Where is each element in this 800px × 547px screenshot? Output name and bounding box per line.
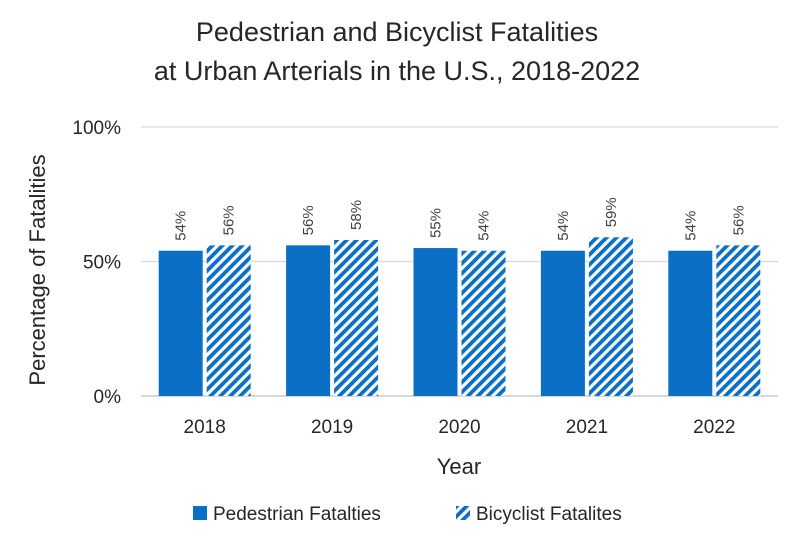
data-label: 59% bbox=[603, 197, 620, 227]
x-tick-label: 2021 bbox=[566, 417, 608, 438]
x-axis-title: Year bbox=[437, 454, 481, 479]
x-tick-label: 2018 bbox=[184, 417, 226, 438]
data-label: 55% bbox=[428, 208, 445, 238]
bars bbox=[158, 237, 761, 396]
data-label: 54% bbox=[476, 211, 493, 241]
bar-pedestrian bbox=[158, 250, 203, 396]
bar-pedestrian bbox=[286, 245, 331, 396]
legend: Pedestrian Fatalties Bicyclist Fatalites bbox=[193, 504, 622, 525]
legend-swatch-bicyclist bbox=[456, 506, 470, 520]
legend-swatch-pedestrian bbox=[193, 506, 207, 520]
legend-label-bicyclist: Bicyclist Fatalites bbox=[476, 504, 622, 525]
bar-bicyclist bbox=[716, 245, 761, 396]
data-label: 54% bbox=[555, 211, 572, 241]
y-axis-ticks: 0% 50% 100% bbox=[72, 118, 121, 408]
bar-bicyclist bbox=[588, 237, 633, 396]
data-label: 58% bbox=[348, 200, 365, 230]
legend-label-pedestrian: Pedestrian Fatalties bbox=[213, 504, 381, 525]
x-axis-ticks: 2018 2019 2020 2021 2022 bbox=[184, 417, 736, 438]
x-tick-label: 2022 bbox=[693, 417, 735, 438]
bar-pedestrian bbox=[668, 250, 713, 396]
x-tick-label: 2019 bbox=[311, 417, 353, 438]
data-labels: 54% 56% 56% 58% 55% 54% 54% 59% 54% 56% bbox=[173, 197, 748, 240]
bar-pedestrian bbox=[540, 250, 585, 396]
data-label: 56% bbox=[300, 205, 317, 235]
y-tick-label: 0% bbox=[94, 387, 122, 408]
bar-pedestrian bbox=[413, 248, 458, 396]
x-tick-label: 2020 bbox=[438, 417, 480, 438]
chart-title-line-1: Pedestrian and Bicyclist Fatalities bbox=[196, 17, 598, 47]
data-label: 56% bbox=[730, 205, 747, 235]
y-axis-title: Percentage of Fatalities bbox=[25, 154, 50, 385]
data-label: 54% bbox=[682, 211, 699, 241]
chart-title-line-2: at Urban Arterials in the U.S., 2018-202… bbox=[154, 56, 640, 86]
y-tick-label: 50% bbox=[83, 253, 121, 274]
bar-bicyclist bbox=[206, 245, 251, 396]
data-label: 54% bbox=[173, 211, 190, 241]
bar-bicyclist bbox=[334, 239, 379, 396]
y-tick-label: 100% bbox=[72, 118, 121, 139]
data-label: 56% bbox=[221, 205, 238, 235]
bar-bicyclist bbox=[461, 250, 506, 396]
